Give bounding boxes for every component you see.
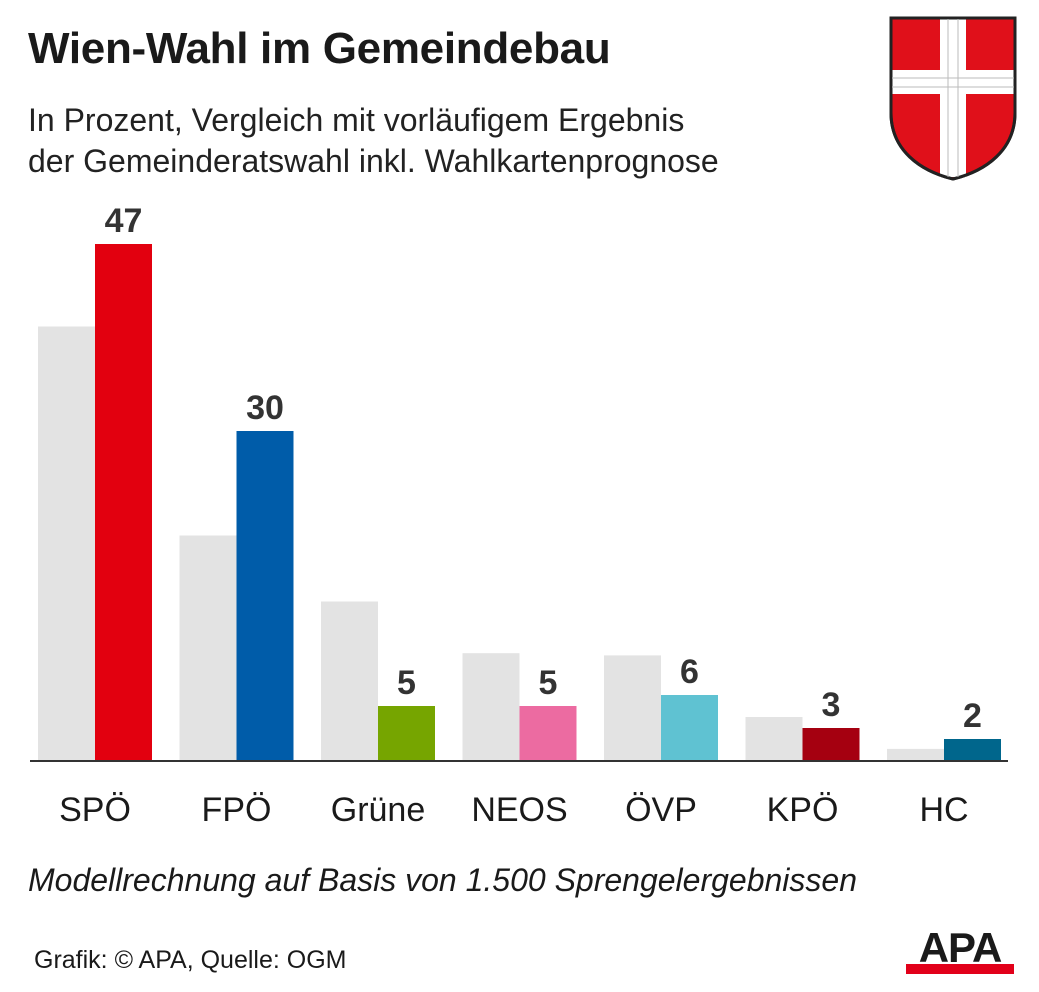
bar-current-grne xyxy=(378,706,435,761)
vienna-crest-icon xyxy=(889,16,1017,181)
data-label-sp: 47 xyxy=(105,202,143,240)
bar-chart: 47 SPÖ 30 FPÖ 5 Grüne 5 NEOS 6 ÖVP 3 KPÖ 2 HC xyxy=(30,202,1008,829)
bar-comparison-sp xyxy=(38,326,95,761)
bar-comparison-neos xyxy=(462,653,520,761)
bar-comparison-vp xyxy=(604,655,661,761)
bar-current-hc xyxy=(944,739,1001,761)
chart-title: Wien-Wahl im Gemeindebau xyxy=(28,24,611,73)
category-label-grne: Grüne xyxy=(331,791,426,829)
category-label-fp: FPÖ xyxy=(202,791,272,829)
bar-current-vp xyxy=(661,695,718,761)
bar-comparison-kp xyxy=(745,717,803,761)
chart-subtitle: In Prozent, Vergleich mit vorläufigem Er… xyxy=(28,100,719,182)
source-credit: Grafik: © APA, Quelle: OGM xyxy=(34,946,347,974)
svg-text:APA: APA xyxy=(919,926,1002,971)
apa-logo: APA xyxy=(906,926,1014,974)
bar-current-neos xyxy=(519,706,577,761)
subtitle-line-2: der Gemeinderatswahl inkl. Wahlkartenpro… xyxy=(28,143,719,179)
bar-comparison-fp xyxy=(179,535,237,761)
bar-current-kp xyxy=(802,728,860,761)
bar-comparison-grne xyxy=(321,601,378,761)
category-label-sp: SPÖ xyxy=(59,791,131,829)
category-label-hc: HC xyxy=(919,791,968,829)
data-label-neos: 5 xyxy=(539,664,558,702)
bar-current-fp xyxy=(236,431,294,761)
data-label-grne: 5 xyxy=(397,664,416,702)
bar-current-sp xyxy=(95,244,152,761)
data-label-fp: 30 xyxy=(246,389,284,427)
category-label-vp: ÖVP xyxy=(625,791,697,829)
data-label-vp: 6 xyxy=(680,653,699,691)
data-label-hc: 2 xyxy=(963,697,982,735)
bar-comparison-hc xyxy=(887,748,944,761)
data-label-kp: 3 xyxy=(822,686,841,724)
subtitle-line-1: In Prozent, Vergleich mit vorläufigem Er… xyxy=(28,102,685,138)
methodology-note: Modellrechnung auf Basis von 1.500 Spren… xyxy=(28,862,857,898)
category-label-neos: NEOS xyxy=(471,791,567,829)
category-label-kp: KPÖ xyxy=(767,791,839,829)
